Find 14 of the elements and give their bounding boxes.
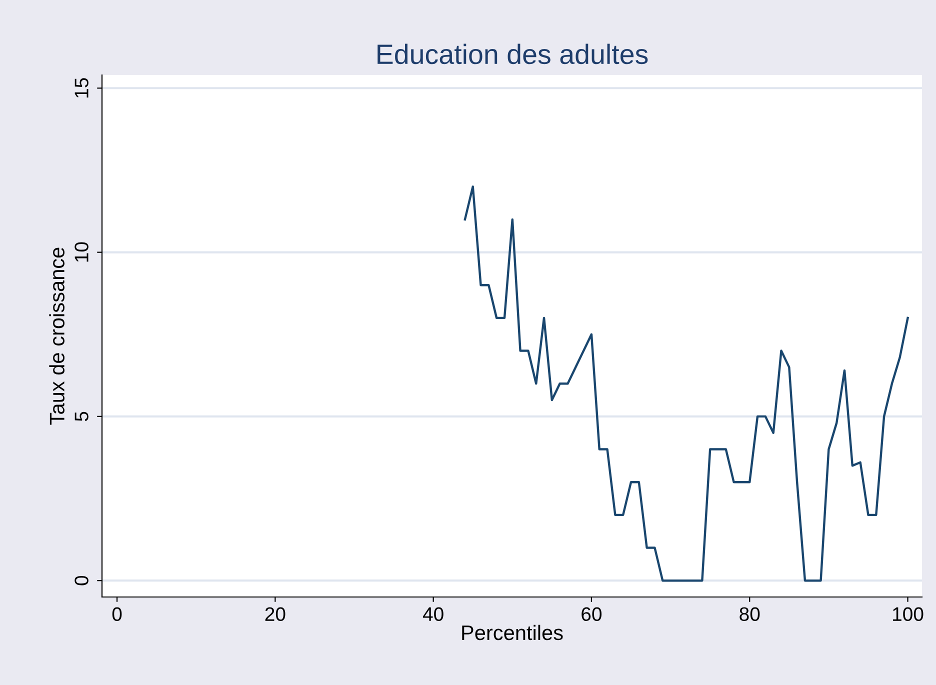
x-tick-label: 0: [112, 607, 122, 622]
x-axis-title: Percentiles: [462, 624, 563, 640]
x-tick-label: 100: [893, 607, 924, 622]
x-tick-label: 80: [740, 607, 760, 622]
y-axis-title: Taux de croissance: [49, 248, 64, 425]
line-series: [464, 186, 909, 582]
x-tick-label: 40: [422, 607, 444, 622]
chart-title: Education des adultes: [378, 44, 648, 64]
x-tick-label: 60: [582, 607, 602, 622]
x-tick-label: 20: [265, 607, 286, 622]
y-tick-label: 10: [74, 242, 88, 262]
y-tick-label: 5: [74, 412, 88, 422]
y-tick-label: 0: [74, 576, 88, 586]
y-tick-label: 15: [74, 78, 88, 98]
